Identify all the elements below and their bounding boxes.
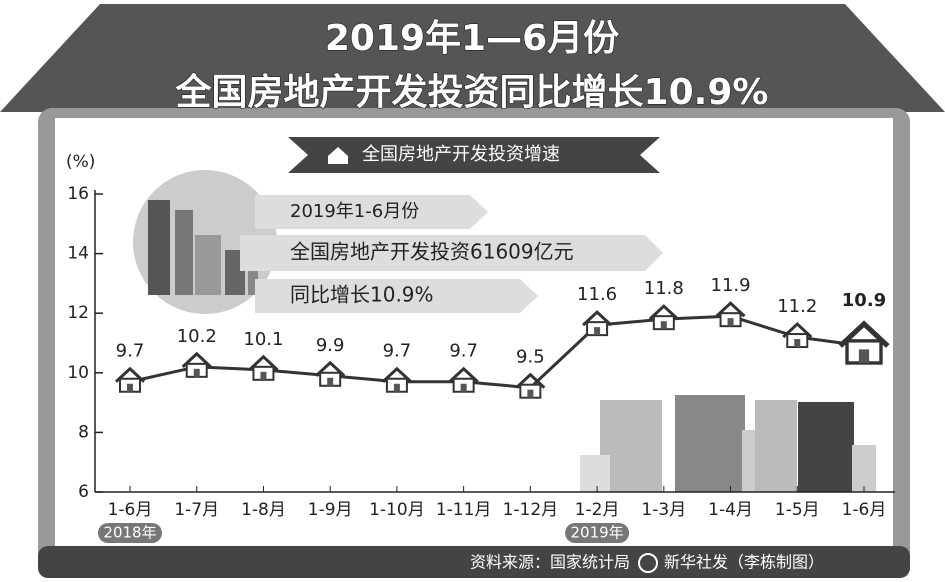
credit: 新华社发（李栋制图） bbox=[664, 553, 824, 572]
y-tick-label: 8 bbox=[78, 422, 89, 442]
data-label: 9.5 bbox=[516, 347, 545, 368]
year-label: 2019年 bbox=[570, 524, 623, 542]
data-label: 11.9 bbox=[711, 275, 751, 296]
house-door bbox=[394, 384, 400, 392]
data-label: 10.1 bbox=[243, 329, 283, 350]
title-line: 2019年1—6月份 bbox=[325, 18, 619, 59]
x-tick-label: 1-3月 bbox=[641, 500, 686, 520]
x-tick-label: 1-2月 bbox=[575, 500, 620, 520]
y-axis-label: (%) bbox=[66, 152, 95, 172]
data-label: 9.7 bbox=[116, 341, 145, 362]
house-door bbox=[327, 378, 333, 386]
x-tick-label: 1-8月 bbox=[241, 500, 286, 520]
data-label: 9.7 bbox=[449, 341, 478, 362]
y-tick-label: 6 bbox=[78, 482, 89, 502]
x-tick-label: 1-4月 bbox=[708, 500, 753, 520]
data-label: 9.9 bbox=[316, 335, 345, 356]
y-tick-label: 14 bbox=[67, 244, 89, 264]
x-tick-label: 1-6月 bbox=[842, 500, 887, 520]
x-tick-label: 1-6月 bbox=[108, 500, 153, 520]
title-line: 全国房地产开发投资同比增长10.9% bbox=[175, 71, 769, 113]
data-label: 11.2 bbox=[777, 296, 817, 317]
house-door bbox=[728, 318, 734, 326]
y-tick-label: 16 bbox=[67, 184, 89, 204]
y-tick-label: 12 bbox=[67, 303, 89, 323]
x-tick-label: 1-11月 bbox=[436, 500, 492, 520]
data-label: 10.9 bbox=[842, 290, 886, 311]
x-tick-label: 1-7月 bbox=[174, 500, 219, 520]
buildings-illustration bbox=[580, 395, 876, 492]
x-tick-label: 1-9月 bbox=[308, 500, 353, 520]
house-door bbox=[661, 321, 667, 329]
data-label: 11.6 bbox=[577, 284, 617, 305]
subtitle: 全国房地产开发投资增速 bbox=[362, 144, 560, 165]
house-door bbox=[527, 390, 533, 398]
data-label: 10.2 bbox=[177, 326, 217, 347]
house-door bbox=[127, 384, 133, 392]
info-text: 2019年1-6月份 bbox=[290, 201, 419, 222]
source: 资料来源：国家统计局 bbox=[470, 553, 630, 572]
year-label: 2018年 bbox=[103, 524, 156, 542]
x-tick-label: 1-10月 bbox=[369, 500, 425, 520]
house-door bbox=[461, 384, 467, 392]
infographic: 2019年1—6月份 全国房地产开发投资同比增长10.9% 全国房地产开发投资增… bbox=[0, 0, 945, 582]
x-tick-label: 1-12月 bbox=[503, 500, 559, 520]
info-text: 同比增长10.9% bbox=[290, 283, 434, 307]
house-door bbox=[260, 372, 266, 380]
x-tick-label: 1-5月 bbox=[775, 500, 820, 520]
data-label: 9.7 bbox=[383, 341, 412, 362]
house-door bbox=[859, 349, 869, 363]
info-text: 全国房地产开发投资61609亿元 bbox=[290, 240, 574, 264]
y-tick-label: 10 bbox=[67, 363, 89, 383]
house-door bbox=[594, 327, 600, 335]
data-label: 11.8 bbox=[644, 278, 684, 299]
house-door bbox=[194, 369, 200, 377]
house-door bbox=[794, 339, 800, 347]
